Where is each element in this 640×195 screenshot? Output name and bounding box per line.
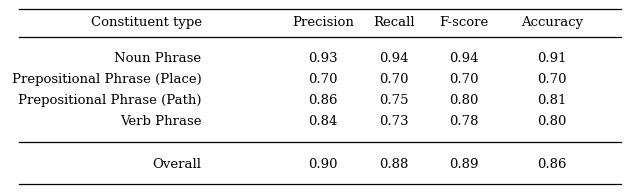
Text: 0.70: 0.70 <box>449 73 479 86</box>
Text: Accuracy: Accuracy <box>520 16 583 29</box>
Text: 0.81: 0.81 <box>537 94 566 107</box>
Text: Prepositional Phrase (Place): Prepositional Phrase (Place) <box>12 73 202 86</box>
Text: F-score: F-score <box>440 16 488 29</box>
Text: 0.70: 0.70 <box>379 73 408 86</box>
Text: Overall: Overall <box>152 158 202 171</box>
Text: 0.91: 0.91 <box>537 52 566 65</box>
Text: 0.86: 0.86 <box>537 158 566 171</box>
Text: 0.86: 0.86 <box>308 94 338 107</box>
Text: Noun Phrase: Noun Phrase <box>115 52 202 65</box>
Text: 0.94: 0.94 <box>449 52 479 65</box>
Text: 0.94: 0.94 <box>379 52 408 65</box>
Text: 0.90: 0.90 <box>308 158 338 171</box>
Text: 0.89: 0.89 <box>449 158 479 171</box>
Text: Recall: Recall <box>372 16 415 29</box>
Text: 0.88: 0.88 <box>379 158 408 171</box>
Text: 0.75: 0.75 <box>379 94 408 107</box>
Text: 0.70: 0.70 <box>537 73 566 86</box>
Text: 0.80: 0.80 <box>449 94 479 107</box>
Text: 0.80: 0.80 <box>537 115 566 128</box>
Text: Constituent type: Constituent type <box>91 16 202 29</box>
Text: 0.73: 0.73 <box>379 115 408 128</box>
Text: 0.84: 0.84 <box>308 115 338 128</box>
Text: Prepositional Phrase (Path): Prepositional Phrase (Path) <box>18 94 202 107</box>
Text: 0.78: 0.78 <box>449 115 479 128</box>
Text: Verb Phrase: Verb Phrase <box>120 115 202 128</box>
Text: 0.93: 0.93 <box>308 52 338 65</box>
Text: Precision: Precision <box>292 16 354 29</box>
Text: 0.70: 0.70 <box>308 73 338 86</box>
